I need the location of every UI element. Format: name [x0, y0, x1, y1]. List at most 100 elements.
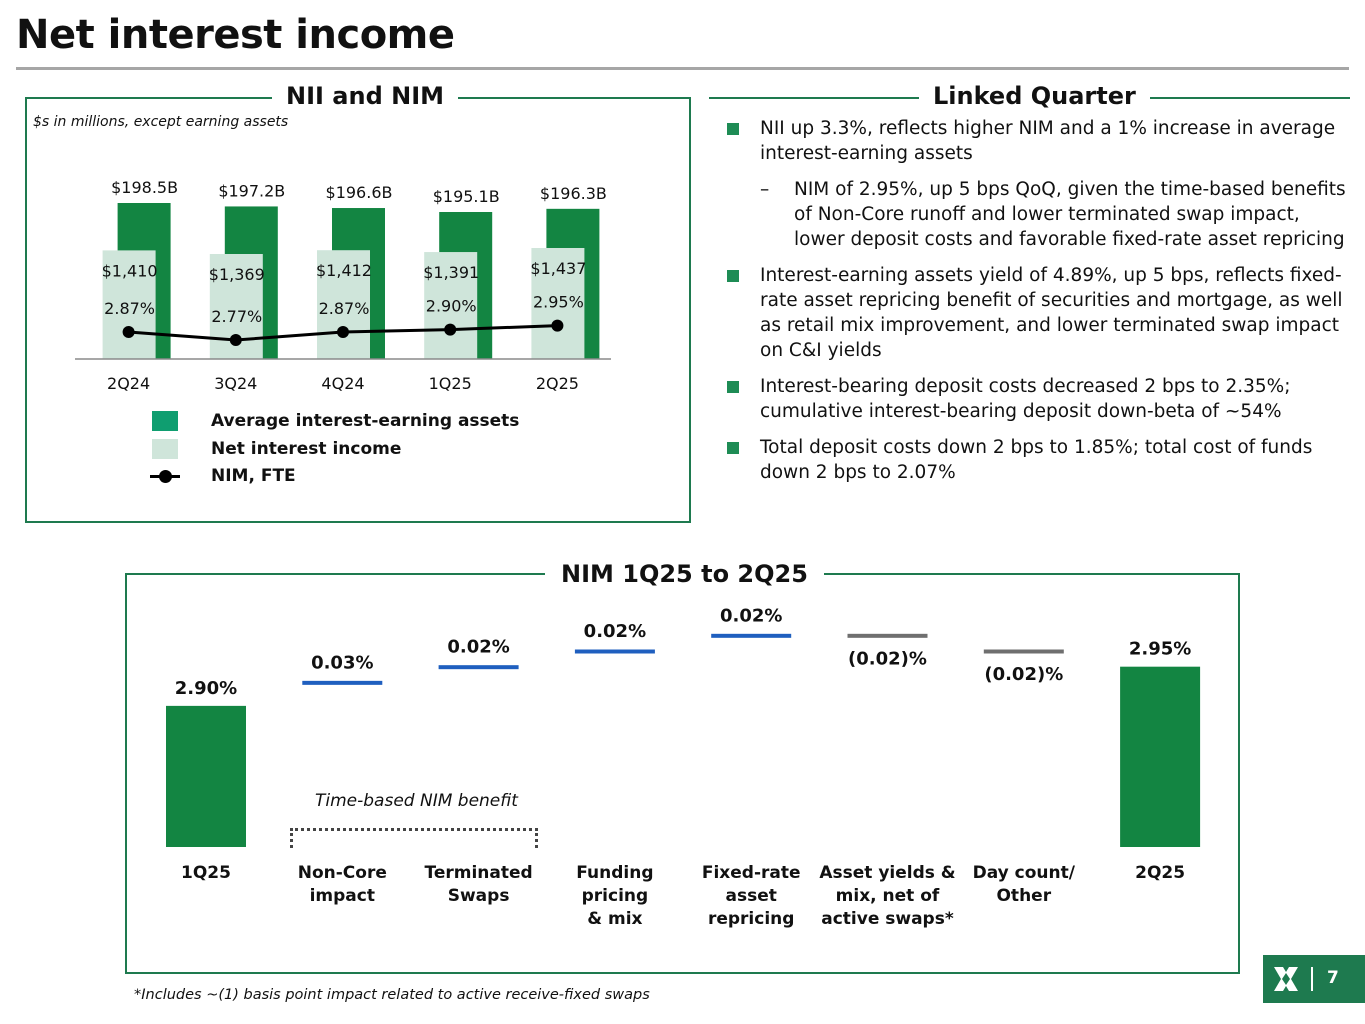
time-based-note: Time-based NIM benefit: [315, 791, 518, 811]
category-label: Terminated Swaps: [424, 863, 532, 906]
sub-bullet-text: NIM of 2.95%, up 5 bps QoQ, given the ti…: [794, 179, 1346, 250]
delta-value-label: (0.02)%: [984, 664, 1063, 685]
delta-value-label: 0.03%: [311, 652, 373, 673]
nim-point: [551, 319, 564, 332]
bullet-total-deposit-costs: Total deposit costs down 2 bps to 1.85%;…: [727, 435, 1347, 485]
legend-swatch-nii: [152, 439, 178, 459]
category-label-line: Day count/: [973, 863, 1076, 883]
delta-value-label: 0.02%: [584, 621, 646, 642]
delta-step: [711, 633, 792, 638]
delta-step: [983, 649, 1064, 654]
delta-value-label: (0.02)%: [848, 648, 927, 669]
units-note: $s in millions, except earning assets: [33, 114, 289, 130]
legend-label-nii: Net interest income: [211, 439, 402, 459]
assets-label: $196.3B: [540, 184, 607, 203]
nii-nim-heading: NII and NIM: [272, 82, 459, 110]
bullet-nii: NII up 3.3%, reflects higher NIM and a 1…: [727, 116, 1347, 166]
nim-label: 2.95%: [533, 293, 584, 312]
category-label: 1Q25: [429, 374, 472, 393]
category-label: Day count/Other: [973, 863, 1076, 906]
assets-label: $198.5B: [111, 178, 178, 197]
assets-label: $197.2B: [218, 181, 285, 200]
nii-bar: [531, 248, 585, 359]
linked-quarter-bullets: NII up 3.3%, reflects higher NIM and a 1…: [727, 116, 1347, 496]
category-label: Fixed-rate asset repricing: [702, 863, 801, 929]
nim-point: [337, 326, 349, 338]
nii-label: $1,410: [102, 261, 158, 280]
sub-bullet-nim: – NIM of 2.95%, up 5 bps QoQ, given the …: [727, 177, 1347, 252]
category-label-line: active swaps*: [821, 909, 954, 929]
category-label-line: mix, net of: [836, 886, 940, 906]
legend-swatch-assets: [152, 411, 178, 431]
bullet-asset-yield: Interest-earning assets yield of 4.89%, …: [727, 263, 1347, 363]
delta-step: [574, 649, 655, 654]
nii-bar: [102, 250, 156, 359]
nim-point: [229, 334, 242, 346]
category-label-line: Swaps: [448, 886, 510, 906]
bullet-text: Total deposit costs down 2 bps to 1.85%;…: [760, 437, 1313, 483]
page-title: Net interest income: [16, 12, 455, 58]
page-number: 7: [1327, 968, 1339, 988]
delta-step: [847, 633, 928, 638]
legend-label-assets: Average interest-earning assets: [211, 411, 520, 431]
nim-label: 2.87%: [319, 299, 370, 318]
category-label-line: Asset yields &: [819, 863, 955, 883]
bullet-text: NII up 3.3%, reflects higher NIM and a 1…: [760, 118, 1336, 164]
category-label-line: Non-Core: [298, 863, 387, 883]
nim-label: 2.77%: [211, 307, 262, 326]
bar-value-label: 2.90%: [175, 678, 237, 699]
title-divider: [16, 67, 1349, 70]
nii-bar: [317, 250, 370, 359]
category-label: 3Q24: [214, 374, 257, 393]
bullet-text: Interest-earning assets yield of 4.89%, …: [760, 265, 1343, 361]
legend-item-nim: NIM, FTE: [150, 464, 510, 488]
legend-item-nii: Net interest income: [150, 437, 510, 461]
category-label-line: Funding: [576, 863, 653, 883]
category-label: 2Q25: [536, 374, 579, 393]
category-label-line: asset: [726, 886, 777, 906]
category-label: Asset yields & mix, net of active swaps*: [819, 863, 955, 929]
category-label-line: Fixed-rate: [702, 863, 801, 883]
bar-value-label: 2.95%: [1129, 639, 1191, 660]
category-label-line: pricing: [582, 886, 649, 906]
delta-value-label: 0.02%: [447, 637, 509, 658]
bullet-square-icon: [727, 123, 739, 135]
bullet-deposit-costs: Interest-bearing deposit costs decreased…: [727, 374, 1347, 424]
category-label-line: Terminated: [424, 863, 532, 883]
nim-point: [444, 323, 457, 336]
nim-point: [122, 326, 135, 338]
logo-separator: [1311, 967, 1313, 991]
citizens-logo-icon: [1274, 967, 1298, 991]
category-label-line: repricing: [708, 909, 794, 929]
category-label-line: 2Q25: [1135, 863, 1185, 883]
category-label: 1Q25: [181, 863, 231, 883]
delta-step: [438, 665, 519, 670]
category-label-line: & mix: [587, 909, 642, 929]
brand-logo: 7: [1263, 955, 1365, 1003]
linked-quarter-rule-right: [1140, 97, 1350, 99]
nii-label: $1,437: [530, 259, 586, 278]
nim-bridge-heading: NIM 1Q25 to 2Q25: [545, 560, 824, 588]
legend-dot-nim: [159, 470, 172, 483]
time-based-bracket: [290, 828, 538, 848]
nii-label: $1,369: [209, 265, 265, 284]
category-label: 4Q24: [321, 374, 364, 393]
category-label-line: Other: [996, 886, 1051, 906]
total-bar: [1120, 666, 1201, 847]
bullet-square-icon: [727, 442, 739, 454]
nim-label: 2.90%: [426, 297, 477, 316]
bullet-text: Interest-bearing deposit costs decreased…: [760, 376, 1291, 422]
category-label-line: impact: [310, 886, 375, 906]
assets-label: $196.6B: [326, 183, 393, 202]
dash-icon: –: [760, 179, 770, 200]
nim-label: 2.87%: [104, 299, 155, 318]
category-label: Funding pricing & mix: [576, 863, 653, 929]
nii-label: $1,391: [423, 263, 479, 282]
footnote: *Includes ~(1) basis point impact relate…: [134, 987, 650, 1003]
category-label: Non-Core impact: [298, 863, 387, 906]
delta-value-label: 0.02%: [720, 605, 782, 626]
category-label: 2Q25: [1135, 863, 1185, 883]
linked-quarter-heading: Linked Quarter: [919, 82, 1150, 110]
